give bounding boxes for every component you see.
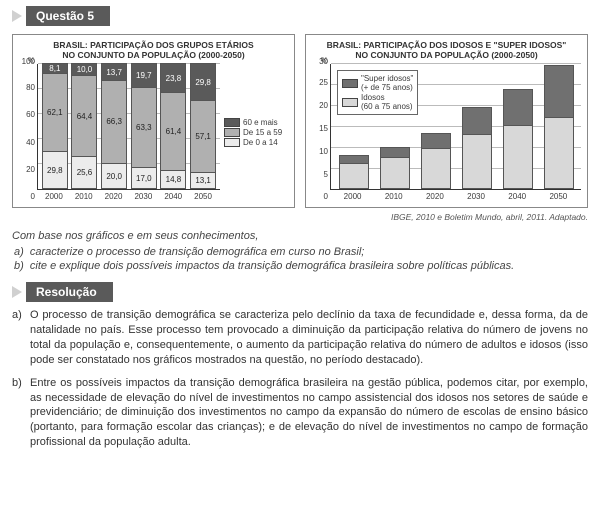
chart2-yaxis: % 0 5 10 15 20 25 30 <box>312 64 330 201</box>
resolution-header: Resolução <box>12 282 588 302</box>
chart2-xaxis: 200020102020203020402050 <box>330 192 581 201</box>
bar-2000 <box>339 155 369 190</box>
chart1-bars: 29,862,18,125,664,410,020,066,313,717,06… <box>38 64 220 189</box>
source-text: IBGE, 2010 e Boletim Mundo, abril, 2011.… <box>12 212 588 222</box>
item-a: a) caracterize o processo de transição d… <box>14 246 588 258</box>
legend-swatch-15 <box>224 128 240 137</box>
chart1-title-l2: NO CONJUNTO DA POPULAÇÃO (2000-2050) <box>62 50 244 60</box>
question-header: Questão 5 <box>12 6 588 26</box>
legend-swatch-idosos <box>342 98 358 107</box>
legend-swatch-0 <box>224 138 240 147</box>
triangle-icon <box>12 10 22 22</box>
answer-b: b) Entre os possíveis impactos da transi… <box>12 376 588 450</box>
question-tag: Questão 5 <box>26 6 110 26</box>
chart-age-groups: BRASIL: PARTICIPAÇÃO DOS GRUPOS ETÁRIOS … <box>12 34 295 208</box>
item-b: b) cite e explique dois possíveis impact… <box>14 260 588 272</box>
chart1-legend: 60 e mais De 15 a 59 De 0 a 14 <box>224 117 288 148</box>
answers: a) O processo de transição demográfica s… <box>12 308 588 450</box>
chart2-title-l1: BRASIL: PARTICIPAÇÃO DOS IDOSOS E "SUPER… <box>327 40 567 50</box>
resolution-tag: Resolução <box>26 282 113 302</box>
bar-2010 <box>380 147 410 189</box>
chart1-xaxis: 200020102020203020402050 <box>37 192 220 201</box>
legend-swatch-super <box>342 79 358 88</box>
chart1-plot: 29,862,18,125,664,410,020,066,313,717,06… <box>37 64 220 190</box>
bar-2030: 17,063,319,7 <box>131 63 157 189</box>
bar-2050: 13,157,129,8 <box>190 63 216 189</box>
prompt-text: Com base nos gráficos e em seus conhecim… <box>12 230 588 242</box>
bar-2030 <box>462 107 492 189</box>
bar-2020: 20,066,313,7 <box>101 63 127 189</box>
chart2-plot: "Super idosos"(+ de 75 anos) Idosos(60 a… <box>330 64 581 190</box>
chart2-legend: "Super idosos"(+ de 75 anos) Idosos(60 a… <box>337 70 418 115</box>
chart-elderly: BRASIL: PARTICIPAÇÃO DOS IDOSOS E "SUPER… <box>305 34 588 208</box>
bar-2010: 25,664,410,0 <box>71 63 97 189</box>
chart1-yaxis: % 0 20 40 60 80 100 <box>19 64 37 201</box>
chart1-title-l1: BRASIL: PARTICIPAÇÃO DOS GRUPOS ETÁRIOS <box>53 40 253 50</box>
bar-2050 <box>544 65 574 189</box>
chart2-title: BRASIL: PARTICIPAÇÃO DOS IDOSOS E "SUPER… <box>312 40 581 60</box>
bar-2000: 29,862,18,1 <box>42 63 68 189</box>
charts-row: BRASIL: PARTICIPAÇÃO DOS GRUPOS ETÁRIOS … <box>12 34 588 208</box>
bar-2020 <box>421 133 451 190</box>
chart2-title-l2: NO CONJUNTO DA POPULAÇÃO (2000-2050) <box>355 50 537 60</box>
answer-a: a) O processo de transição demográfica s… <box>12 308 588 367</box>
bar-2040 <box>503 89 533 190</box>
bar-2040: 14,861,423,8 <box>160 63 186 189</box>
chart1-title: BRASIL: PARTICIPAÇÃO DOS GRUPOS ETÁRIOS … <box>19 40 288 60</box>
triangle-icon <box>12 286 22 298</box>
legend-swatch-60 <box>224 118 240 127</box>
